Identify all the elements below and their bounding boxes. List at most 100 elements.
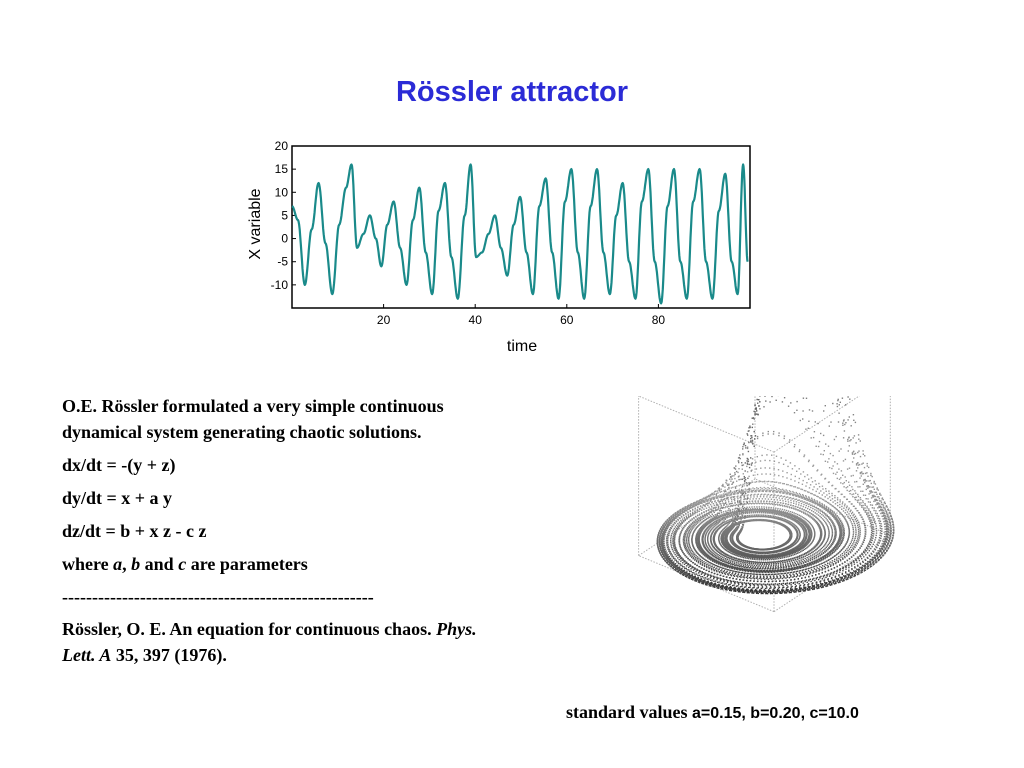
attractor-point [690, 565, 692, 567]
attractor-point [814, 533, 816, 535]
attractor-point [714, 525, 716, 527]
x-variable-series-line [291, 163, 749, 305]
attractor-point [870, 497, 873, 499]
attractor-point [711, 549, 714, 551]
attractor-point [829, 503, 831, 505]
attractor-point [821, 503, 823, 506]
attractor-point [731, 518, 734, 520]
attractor-point [889, 524, 891, 526]
attractor-point [707, 543, 710, 545]
attractor-point [661, 552, 664, 555]
attractor-point [692, 550, 694, 553]
attractor-point [754, 408, 757, 410]
attractor-point [855, 442, 857, 444]
attractor-point [854, 575, 856, 577]
attractor-point [713, 492, 715, 494]
attractor-point [834, 495, 836, 497]
attractor-point [707, 498, 709, 500]
attractor-point [879, 532, 882, 534]
attractor-point [780, 550, 783, 552]
attractor-point [702, 536, 704, 539]
attractor-point [673, 534, 676, 536]
attractor-point [830, 582, 833, 585]
attractor-point [740, 521, 742, 523]
attractor-point [803, 489, 806, 492]
attractor-point [810, 528, 812, 530]
attractor-point [755, 518, 758, 521]
attractor-point [805, 547, 807, 550]
attractor-point [747, 551, 749, 553]
attractor-point [719, 494, 721, 496]
attractor-point [722, 552, 724, 554]
attractor-point [719, 491, 721, 493]
attractor-point [861, 564, 864, 567]
attractor-point [837, 547, 839, 549]
attractor-point [782, 570, 785, 572]
attractor-point [762, 432, 764, 434]
attractor-point [695, 540, 697, 542]
attractor-point [710, 518, 712, 520]
attractor-point [666, 562, 668, 564]
attractor-point [716, 523, 718, 525]
attractor-point [858, 523, 860, 525]
attractor-point [821, 498, 824, 501]
attractor-point [695, 580, 697, 582]
attractor-point [793, 492, 795, 494]
attractor-point [680, 523, 682, 525]
attractor-point [720, 507, 722, 509]
attractor-point [776, 592, 778, 595]
attractor-point [854, 515, 857, 517]
attractor-point [665, 558, 667, 560]
attractor-point [738, 581, 740, 584]
attractor-point [735, 590, 737, 592]
attractor-point [862, 450, 864, 452]
attractor-point [790, 569, 792, 571]
attractor-point [798, 537, 801, 539]
attractor-point [809, 539, 811, 541]
attractor-point [848, 517, 850, 519]
attractor-point [855, 517, 858, 519]
attractor-point [756, 549, 759, 551]
attractor-point [866, 465, 868, 467]
attractor-point [765, 490, 767, 493]
attractor-point [694, 568, 697, 570]
attractor-point [754, 438, 756, 440]
attractor-point [716, 492, 718, 495]
attractor-point [720, 531, 722, 533]
attractor-point [874, 512, 877, 514]
attractor-point [796, 541, 798, 543]
attractor-point [798, 529, 800, 531]
attractor-point [713, 566, 716, 568]
attractor-point [660, 547, 662, 550]
attractor-point [688, 541, 690, 543]
attractor-point [785, 496, 787, 499]
attractor-point [676, 511, 679, 513]
attractor-point [704, 580, 706, 582]
attractor-point [753, 488, 756, 490]
attractor-point [706, 582, 709, 585]
attractor-point [824, 557, 827, 559]
attractor-point [659, 544, 661, 546]
attractor-point [735, 507, 737, 509]
attractor-point [801, 548, 803, 550]
attractor-point [736, 589, 738, 592]
attractor-point [839, 581, 841, 583]
attractor-point [842, 422, 844, 424]
attractor-point [751, 564, 753, 566]
attractor-point [731, 551, 733, 553]
attractor-point [783, 556, 785, 559]
attractor-point [718, 565, 720, 568]
attractor-point [781, 523, 784, 525]
attractor-point [869, 541, 871, 543]
reference-citation: Rössler, O. E. An equation for continuou… [62, 619, 477, 665]
attractor-point [821, 473, 823, 475]
attractor-point [702, 542, 705, 544]
attractor-point [688, 535, 690, 537]
attractor-point [766, 454, 768, 456]
attractor-point [781, 560, 783, 562]
attractor-point [799, 517, 801, 519]
attractor-point [694, 575, 696, 577]
attractor-point [810, 569, 813, 571]
attractor-point [719, 558, 721, 561]
attractor-point [697, 548, 700, 550]
